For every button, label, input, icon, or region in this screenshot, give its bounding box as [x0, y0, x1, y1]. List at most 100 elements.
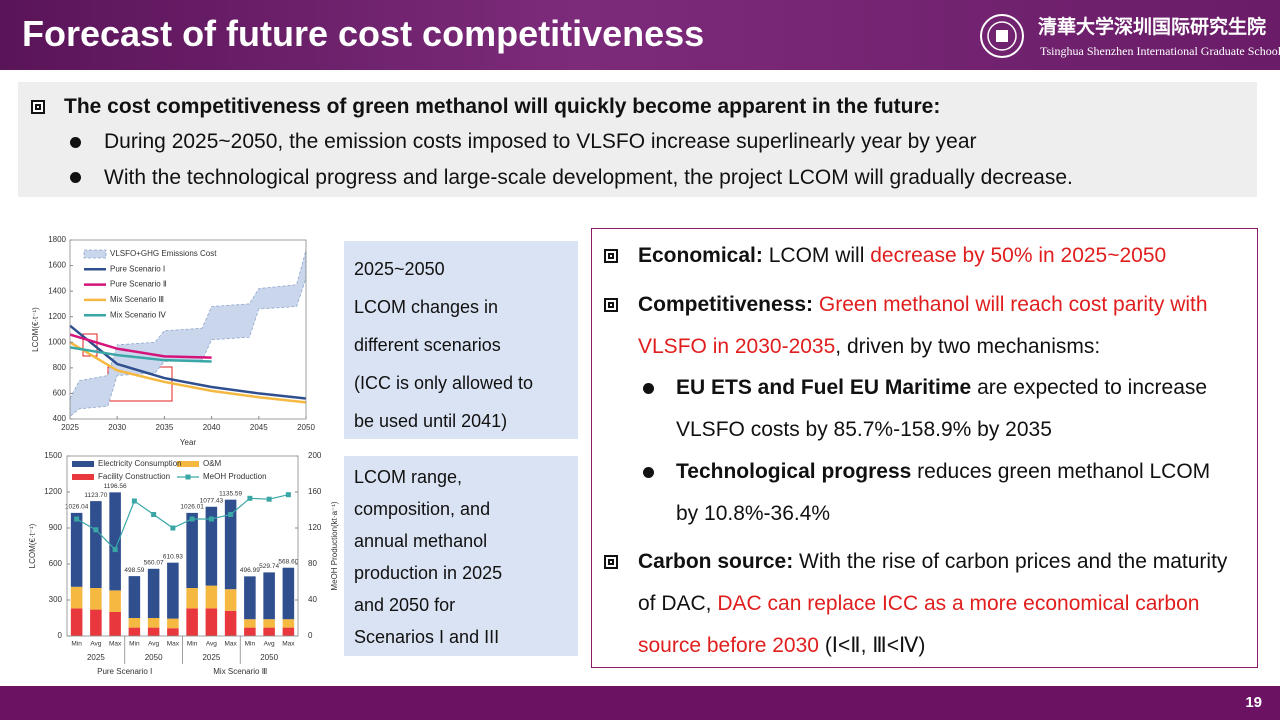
total-label: 1196.56 — [104, 483, 127, 490]
finding: Carbon source: With the rise of carbon p… — [638, 541, 1250, 667]
bullet-dot — [643, 383, 654, 394]
findings-box — [591, 228, 1258, 668]
bar-segment — [186, 512, 198, 588]
finding-label: Technological progress — [676, 460, 912, 483]
bar-segment — [186, 588, 198, 609]
group-label: 2025 — [87, 653, 105, 662]
summary-heading: The cost competitiveness of green methan… — [64, 95, 941, 118]
total-label: 610.93 — [163, 553, 183, 560]
y2-tick-label: 40 — [308, 595, 317, 604]
summary-bullet: With the technological progress and larg… — [104, 166, 1073, 189]
group-label: 2050 — [145, 653, 163, 662]
x-tick-label: Min — [245, 641, 256, 648]
series-line — [69, 333, 212, 359]
caption-line: (ICC is only allowed to — [354, 373, 534, 393]
bar-segment — [147, 618, 160, 628]
finding: EU ETS and Fuel EU Maritime are expected… — [676, 367, 1236, 451]
bar-segment — [90, 588, 102, 610]
legend-label: Facility Construction — [98, 472, 170, 481]
bar-segment — [90, 501, 102, 588]
x-tick-label: 2030 — [108, 423, 126, 432]
caption-box: LCOM range, composition, and annual meth… — [344, 456, 578, 656]
series-line — [69, 324, 307, 400]
bar-segment — [224, 610, 237, 636]
bullet-dot — [643, 467, 654, 478]
bar-segment — [167, 618, 179, 629]
bar-segment — [282, 567, 295, 620]
y2-tick-label: 200 — [308, 451, 322, 460]
bar-segment — [128, 627, 141, 636]
total-label: 496.99 — [240, 567, 260, 574]
caption-line: and 2050 for — [354, 595, 456, 615]
finding: Competitiveness: Green methanol will rea… — [638, 284, 1253, 368]
legend-swatch — [72, 461, 94, 467]
y-tick-label: 1000 — [48, 337, 66, 346]
y-tick-label: 800 — [53, 363, 67, 372]
y-tick-label: 1500 — [44, 451, 62, 460]
bar-segment — [128, 618, 141, 628]
group-label: 2050 — [260, 653, 278, 662]
bullet-dot — [70, 172, 81, 183]
bar-segment — [263, 572, 275, 620]
series-line — [69, 341, 307, 404]
y-tick-label: 300 — [49, 595, 63, 604]
y2-tick-label: 160 — [308, 487, 322, 496]
bullet-icon — [604, 249, 618, 263]
x-tick-label: Avg — [264, 641, 275, 648]
x-tick-label: Max — [167, 641, 180, 648]
caption-line: Scenarios I and III — [354, 627, 500, 647]
x-tick-label: 2045 — [250, 423, 268, 432]
x-tick-label: Min — [187, 641, 198, 648]
legend-label: Mix Scenario Ⅳ — [110, 310, 166, 319]
x-tick-label: 2040 — [203, 423, 221, 432]
finding-label: Economical: — [638, 244, 763, 267]
bar-segment — [205, 608, 218, 636]
series-marker — [285, 492, 291, 498]
plot-frame — [69, 239, 307, 420]
legend-swatch — [72, 474, 94, 480]
caption-line: be used until 2041) — [354, 411, 508, 431]
bar-segment — [109, 590, 121, 612]
x-tick-label: Avg — [206, 641, 217, 648]
caption-line: annual methanol — [354, 531, 488, 551]
finding-highlight: Green methanol will reach cost parity wi… — [638, 293, 1208, 358]
total-label: 529.74 — [259, 563, 279, 570]
bar-segment — [282, 627, 295, 636]
series-marker — [74, 516, 80, 522]
footer-bar — [0, 686, 1280, 720]
legend-swatch — [185, 474, 191, 480]
bullet-icon — [604, 298, 618, 312]
bar-segment — [147, 627, 160, 636]
header-bar — [0, 0, 1280, 70]
y-tick-label: 600 — [53, 389, 67, 398]
series-marker — [112, 547, 118, 553]
logo-cn: 清華大学深圳国际研究生院 — [1038, 17, 1267, 38]
finding-text: reduces green methanol LCOM by 10.8%-36.… — [676, 460, 1211, 525]
y-tick-label: 1600 — [48, 261, 66, 270]
x-axis-label: Year — [180, 438, 197, 447]
finding: Economical: LCOM will decrease by 50% in… — [638, 235, 1253, 277]
y-axis-label: LCOM(€·t⁻¹) — [31, 307, 40, 352]
series-line — [76, 494, 289, 551]
x-tick-label: Avg — [148, 641, 159, 648]
finding-highlight: decrease by 50% in 2025~2050 — [870, 244, 1167, 267]
logo-en: Tsinghua Shenzhen International Graduate… — [1040, 44, 1280, 58]
total-label: 1135.59 — [219, 490, 242, 497]
x-tick-label: 2025 — [61, 423, 79, 432]
x-tick-label: Max — [109, 641, 122, 648]
finding-text: LCOM will — [768, 244, 865, 267]
caption-line: 2025~2050 — [354, 259, 445, 279]
finding-text: With the rise of carbon prices and the m… — [638, 550, 1228, 615]
x-tick-label: 2035 — [156, 423, 174, 432]
group-label: 2025 — [202, 653, 220, 662]
legend-label: MeOH Production — [203, 472, 267, 481]
bar-segment — [244, 576, 256, 620]
bar-segment — [167, 628, 179, 636]
legend-label: Pure Scenario Ⅱ — [110, 280, 167, 289]
series-marker — [266, 496, 272, 502]
bar-segment — [167, 562, 179, 619]
y-tick-label: 0 — [58, 631, 63, 640]
legend-label: Electricity Consumption — [98, 459, 182, 468]
legend-label: VLSFO+GHG Emissions Cost — [110, 249, 217, 258]
